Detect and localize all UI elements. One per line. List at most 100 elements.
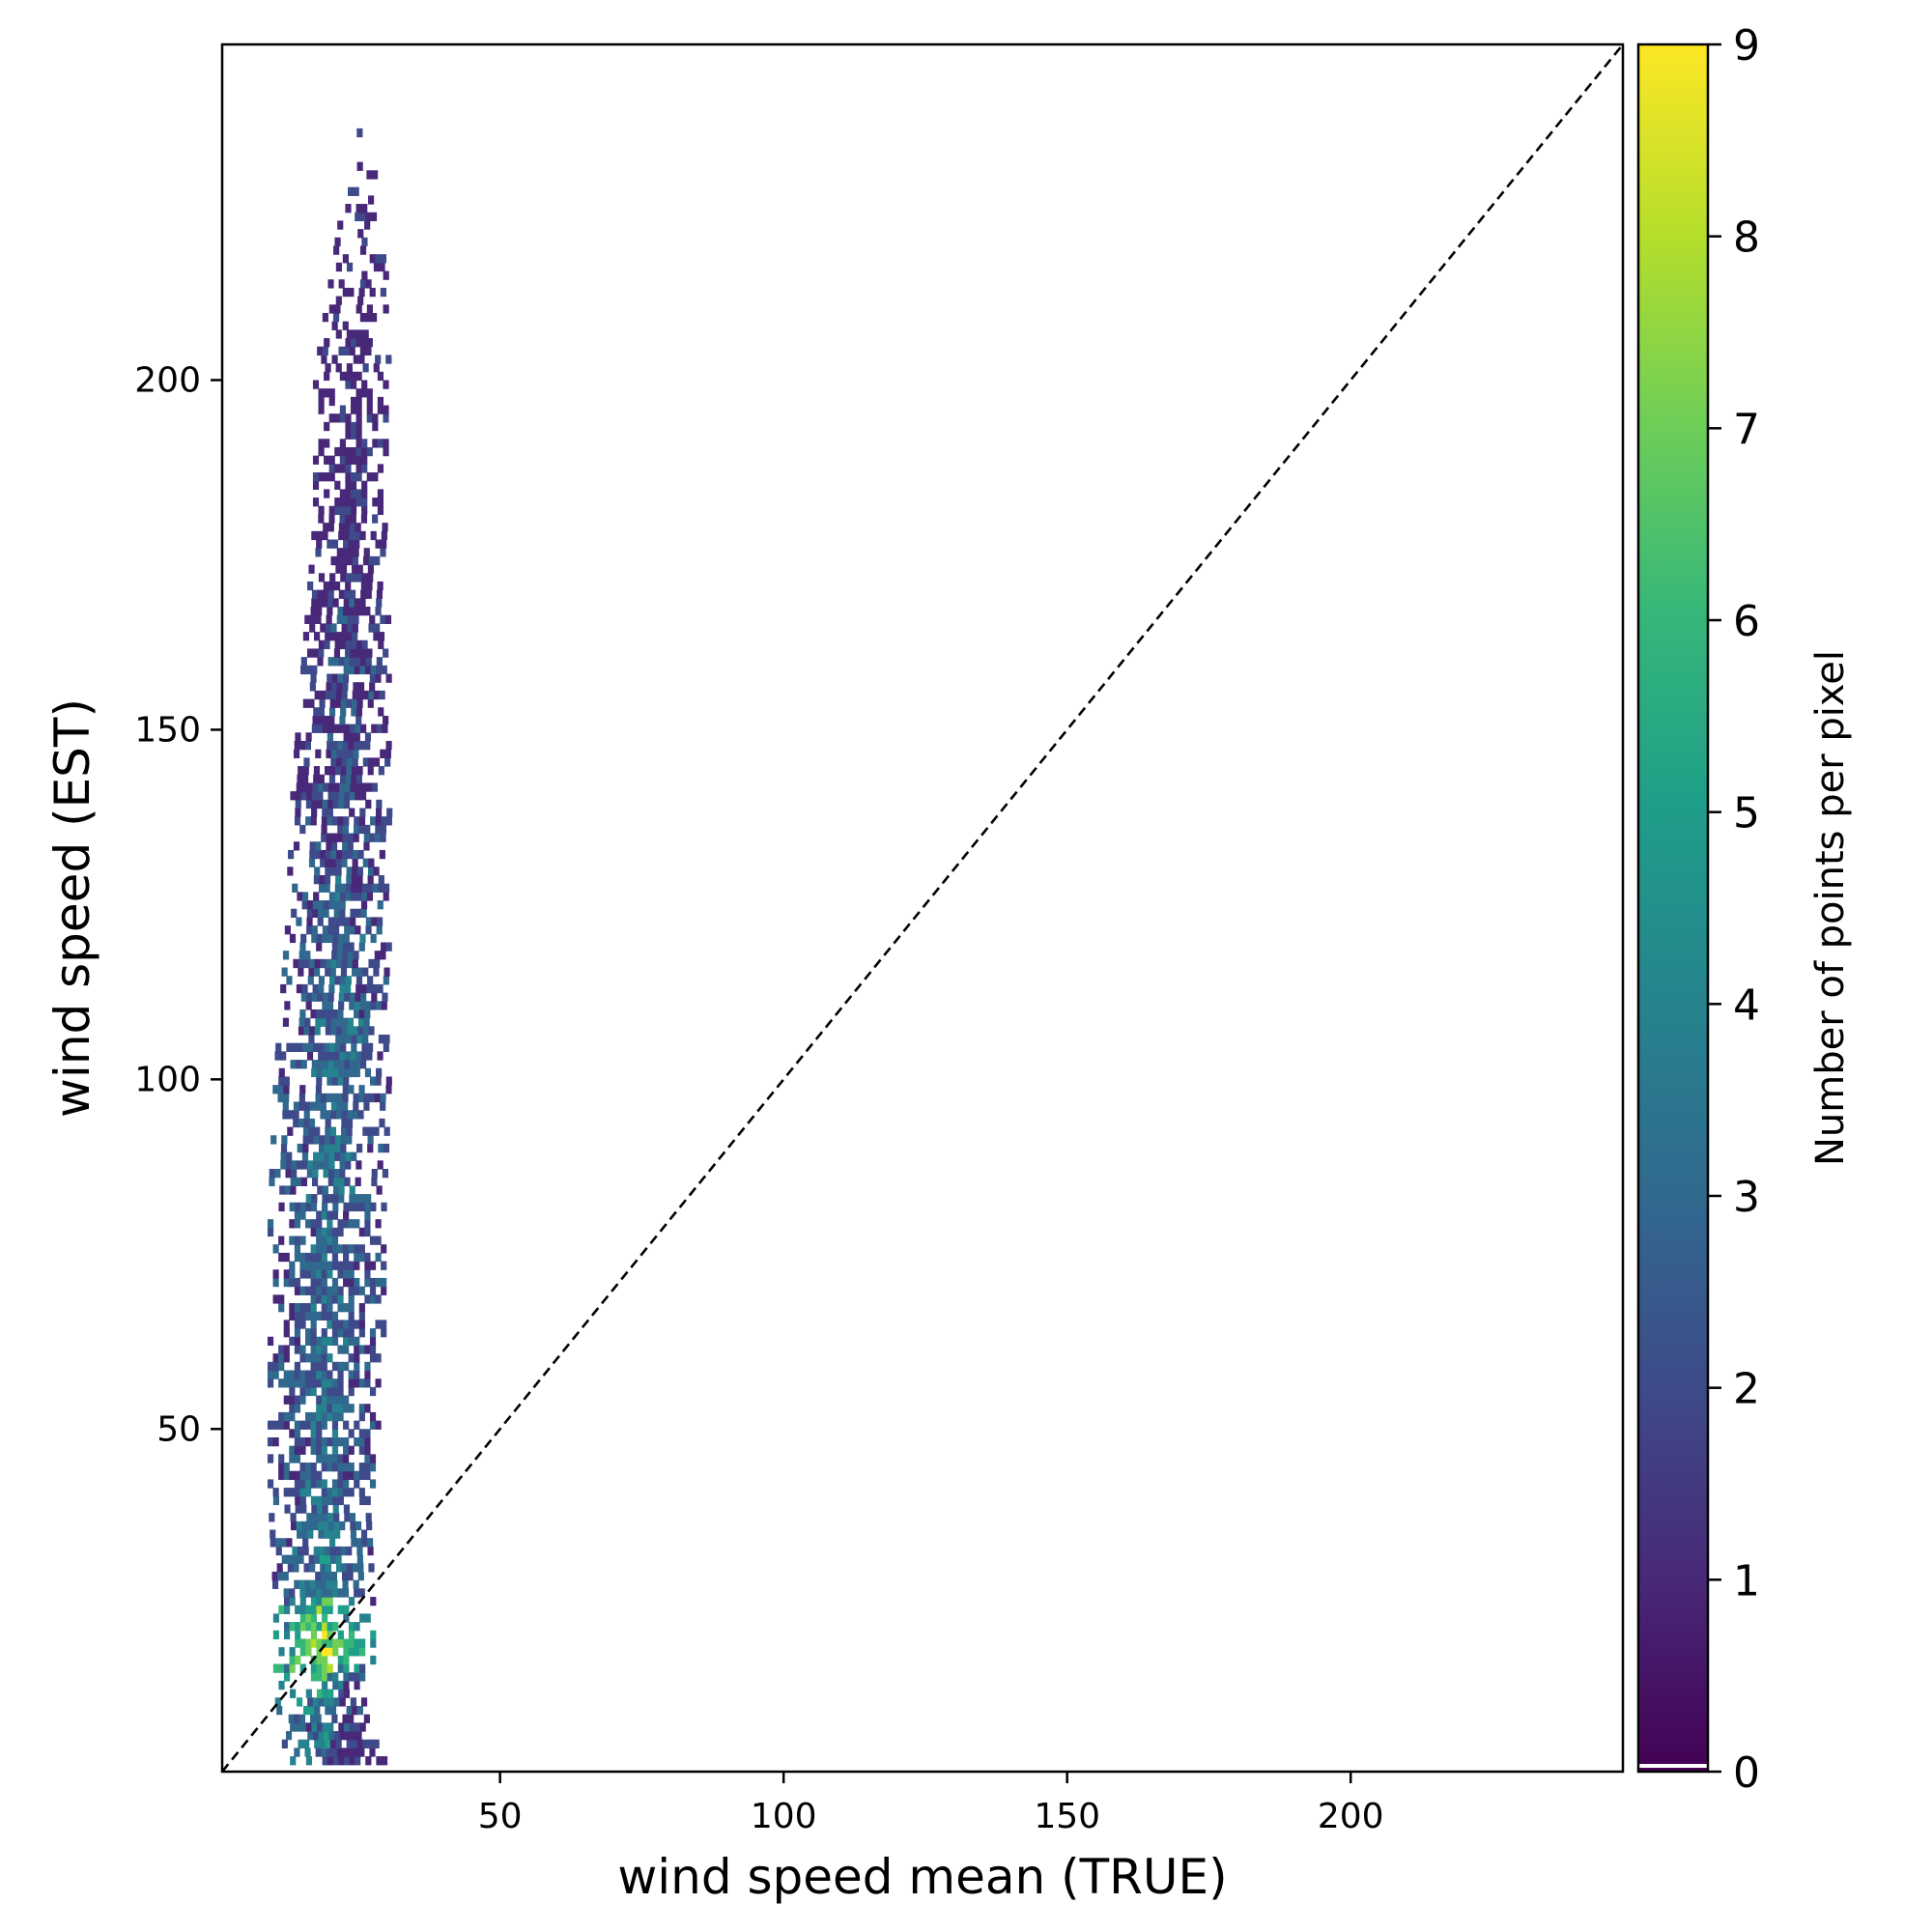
density-cell	[364, 1454, 371, 1463]
colorbar-tick-label: 8	[1733, 213, 1760, 263]
density-cell	[355, 204, 362, 213]
density-cell	[364, 1378, 371, 1388]
density-cell	[328, 1151, 335, 1161]
density-cell	[317, 1185, 324, 1195]
density-cell	[364, 1470, 371, 1481]
density-cell	[278, 1605, 285, 1615]
density-cell	[332, 1647, 339, 1657]
density-cell	[372, 439, 379, 448]
density-cell	[342, 841, 349, 851]
density-cell	[316, 1345, 323, 1354]
density-cell	[316, 1638, 323, 1648]
density-cell	[331, 355, 338, 364]
density-cell	[351, 892, 357, 901]
density-cell	[335, 958, 343, 969]
density-cell	[329, 1554, 337, 1564]
density-cell	[343, 1454, 350, 1463]
density-cell	[362, 555, 370, 566]
density-cell	[339, 1151, 347, 1161]
density-cell	[293, 841, 300, 851]
density-cell	[318, 1143, 326, 1153]
density-cell	[310, 1463, 317, 1472]
density-cell	[354, 732, 360, 742]
density-cell	[303, 1705, 310, 1716]
density-cell	[329, 1705, 337, 1716]
density-cell	[335, 874, 342, 885]
density-cell	[346, 1035, 353, 1044]
density-cell	[352, 858, 358, 867]
density-cell	[351, 883, 357, 893]
density-cell	[339, 1520, 346, 1531]
density-cell	[305, 1756, 313, 1766]
density-cell	[350, 1697, 356, 1707]
density-cell	[294, 1479, 301, 1489]
density-cell	[354, 1680, 360, 1690]
density-cell	[321, 1361, 327, 1372]
density-cell	[355, 472, 362, 482]
density-cell	[337, 1470, 344, 1481]
density-cell	[335, 363, 342, 373]
density-cell	[305, 1378, 312, 1388]
density-cell	[304, 614, 311, 624]
density-cell	[329, 1739, 337, 1748]
density-cell	[350, 446, 357, 457]
density-cell	[338, 799, 345, 810]
density-cell	[328, 1731, 335, 1741]
density-cell	[343, 1689, 350, 1698]
density-cell	[337, 1495, 344, 1506]
density-cell	[349, 1513, 356, 1522]
density-cell	[375, 607, 382, 616]
density-cell	[305, 1622, 312, 1632]
density-cell	[343, 1277, 350, 1288]
density-cell	[315, 1017, 322, 1027]
density-cell	[338, 589, 345, 599]
density-cell	[357, 329, 364, 339]
density-cell	[373, 967, 380, 977]
density-cell	[345, 505, 352, 516]
density-cell	[354, 1336, 360, 1347]
density-cell	[363, 841, 370, 851]
density-cell	[296, 1520, 302, 1531]
density-cell	[305, 1286, 312, 1295]
density-cell	[351, 338, 357, 348]
density-cell	[348, 1336, 355, 1347]
density-cell	[334, 446, 341, 457]
colorbar-tick-label: 2	[1733, 1365, 1760, 1414]
density-cell	[376, 724, 383, 733]
density-cell	[331, 749, 338, 758]
density-cell	[362, 757, 369, 767]
density-cell	[377, 1051, 384, 1061]
density-cell	[354, 1067, 360, 1078]
density-cell	[331, 1588, 338, 1598]
density-cell	[328, 413, 335, 423]
density-cell	[344, 992, 351, 1002]
density-cell	[350, 480, 357, 490]
density-cell	[366, 338, 373, 348]
density-cell	[372, 421, 379, 432]
density-cell	[383, 892, 389, 901]
density-cell	[337, 1328, 344, 1338]
density-cell	[353, 614, 359, 624]
density-cell	[350, 421, 357, 432]
density-cell	[377, 405, 384, 414]
density-cell	[328, 396, 335, 407]
density-cell	[346, 1739, 353, 1748]
density-cell	[341, 958, 348, 969]
density-cell	[322, 1638, 328, 1648]
colorbar-frame	[1636, 43, 1710, 1774]
density-cell	[354, 1672, 360, 1682]
density-cell	[322, 1202, 328, 1212]
density-cell	[335, 858, 342, 867]
density-cell	[318, 514, 325, 524]
density-cell	[314, 867, 321, 876]
density-cell	[383, 439, 389, 448]
density-cell	[347, 555, 354, 566]
density-cell	[348, 287, 355, 298]
density-cell	[365, 1194, 372, 1204]
density-cell	[307, 581, 314, 591]
density-cell	[327, 1436, 333, 1447]
density-cell	[356, 1035, 363, 1044]
density-cell	[374, 833, 382, 842]
density-cell	[289, 1663, 296, 1673]
density-cell	[370, 1655, 377, 1665]
